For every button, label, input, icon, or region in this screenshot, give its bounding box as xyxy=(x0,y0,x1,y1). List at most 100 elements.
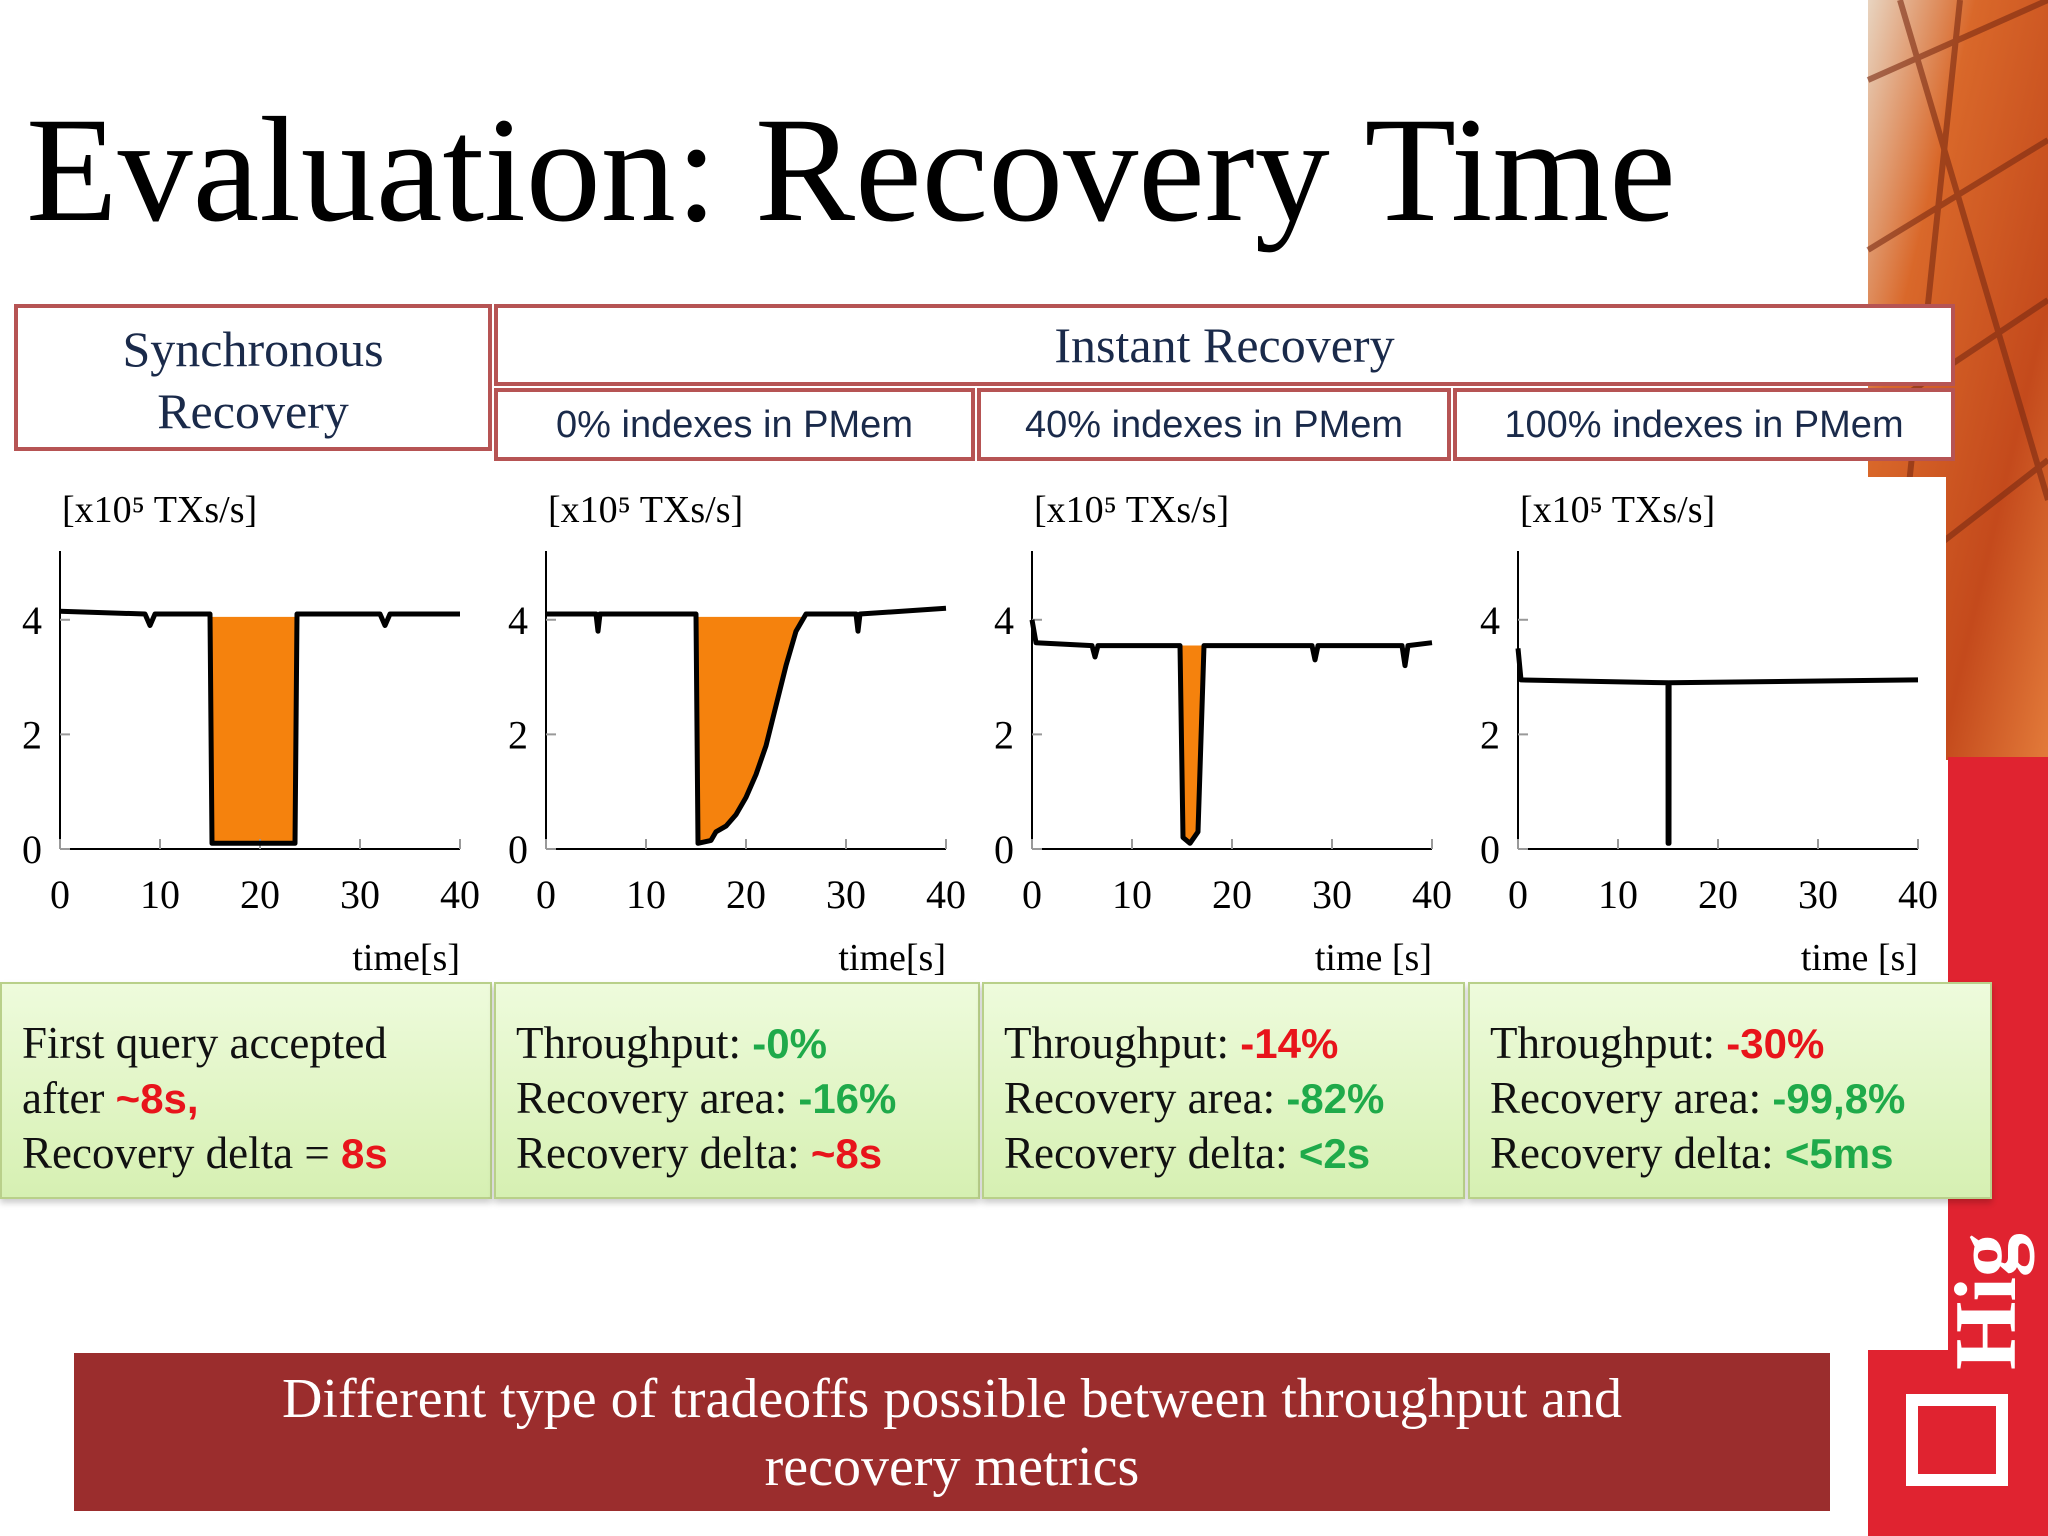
y-tick-label: 2 xyxy=(994,712,1014,757)
result-value: <2s xyxy=(1298,1130,1371,1177)
red-strip-bottom xyxy=(1868,1350,2048,1536)
result-line: Recovery delta: <5ms xyxy=(1490,1126,1990,1181)
y-axis-label: [x10⁵ TXs/s] xyxy=(548,489,743,531)
variant-header: 100% indexes in PMem xyxy=(1453,388,1955,461)
result-line: Recovery delta: ~8s xyxy=(516,1126,978,1181)
x-axis-label: time [s] xyxy=(1801,937,1918,979)
x-tick-label: 0 xyxy=(50,872,70,917)
result-value: -14% xyxy=(1240,1020,1339,1067)
chart-panel xyxy=(0,477,1946,980)
sync-header: Synchronous Recovery xyxy=(14,304,492,451)
y-axis-label: [x10⁵ TXs/s] xyxy=(1520,489,1715,531)
result-text: Recovery area: xyxy=(1004,1073,1287,1123)
y-tick-label: 4 xyxy=(508,598,528,643)
result-text: Recovery delta: xyxy=(516,1128,811,1178)
x-tick-label: 40 xyxy=(1412,872,1452,917)
conclusion-banner: Different type of tradeoffs possible bet… xyxy=(74,1353,1830,1511)
x-tick-label: 0 xyxy=(1022,872,1042,917)
result-value: ~8s, xyxy=(115,1075,199,1122)
result-value: ~8s xyxy=(810,1130,883,1177)
result-text: Recovery delta = xyxy=(22,1128,341,1178)
x-tick-label: 20 xyxy=(1212,872,1252,917)
result-text: Throughput: xyxy=(1004,1018,1241,1068)
recovery-area xyxy=(210,614,297,844)
x-tick-label: 10 xyxy=(1598,872,1638,917)
y-tick-label: 4 xyxy=(22,598,42,643)
logo-text: Hig xyxy=(1938,1233,2035,1370)
result-box: First query accepted after ~8s, Recovery d… xyxy=(0,982,492,1199)
x-tick-label: 0 xyxy=(1508,872,1528,917)
slide-title: Evaluation: Recovery Time xyxy=(26,87,1676,253)
x-tick-label: 20 xyxy=(1698,872,1738,917)
result-line: Throughput: -30% xyxy=(1490,1016,1990,1071)
variant-header: 40% indexes in PMem xyxy=(977,388,1451,461)
result-value: -30% xyxy=(1726,1020,1825,1067)
x-tick-label: 40 xyxy=(440,872,480,917)
x-axis-label: time[s] xyxy=(838,937,946,979)
result-text: Throughput: xyxy=(1490,1018,1727,1068)
x-tick-label: 40 xyxy=(1898,872,1938,917)
result-text: Recovery area: xyxy=(1490,1073,1773,1123)
y-tick-label: 0 xyxy=(508,827,528,872)
y-tick-label: 2 xyxy=(1480,712,1500,757)
y-axis-label: [x10⁵ TXs/s] xyxy=(1034,489,1229,531)
y-tick-label: 2 xyxy=(508,712,528,757)
throughput-line xyxy=(59,608,460,846)
x-tick-label: 0 xyxy=(536,872,556,917)
x-tick-label: 40 xyxy=(926,872,966,917)
x-tick-label: 30 xyxy=(1798,872,1838,917)
conclusion-line: recovery metrics xyxy=(764,1436,1140,1498)
result-text: First query accepted xyxy=(22,1018,387,1068)
result-box: Throughput: -30% Recovery area: -99,8% Rec… xyxy=(1468,982,1992,1199)
throughput-line xyxy=(1029,619,1433,846)
result-line: after ~8s, xyxy=(22,1071,490,1126)
y-tick-label: 0 xyxy=(22,827,42,872)
y-tick-label: 2 xyxy=(22,712,42,757)
result-box: Throughput: -0% Recovery area: -16% Recove… xyxy=(494,982,980,1199)
recovery-area xyxy=(696,614,806,844)
result-line: Recovery delta = 8s xyxy=(22,1126,490,1181)
result-line: Recovery area: -82% xyxy=(1004,1071,1463,1126)
throughput-line xyxy=(546,605,947,846)
result-box: Throughput: -14% Recovery area: -82% Recov… xyxy=(982,982,1465,1199)
y-tick-label: 0 xyxy=(994,827,1014,872)
x-tick-label: 10 xyxy=(140,872,180,917)
header-line: Synchronous xyxy=(122,321,384,377)
y-tick-label: 0 xyxy=(1480,827,1500,872)
x-tick-label: 20 xyxy=(240,872,280,917)
result-text: after xyxy=(22,1073,116,1123)
result-line: Recovery area: -16% xyxy=(516,1071,978,1126)
x-tick-label: 30 xyxy=(1312,872,1352,917)
result-line: First query accepted xyxy=(22,1016,490,1071)
result-line: Throughput: -14% xyxy=(1004,1016,1463,1071)
instant-header: Instant Recovery xyxy=(494,304,1955,386)
result-text: Recovery delta: xyxy=(1004,1128,1299,1178)
x-tick-label: 20 xyxy=(726,872,766,917)
result-line: Recovery area: -99,8% xyxy=(1490,1071,1990,1126)
logo-mark xyxy=(1906,1394,2008,1486)
x-tick-label: 10 xyxy=(626,872,666,917)
result-text: Recovery delta: xyxy=(1490,1128,1785,1178)
x-axis-label: time[s] xyxy=(352,937,460,979)
throughput-line xyxy=(1515,648,1919,846)
x-tick-label: 30 xyxy=(340,872,380,917)
result-line: Throughput: -0% xyxy=(516,1016,978,1071)
y-tick-label: 4 xyxy=(1480,598,1500,643)
header-line: Recovery xyxy=(157,383,349,439)
y-tick-label: 4 xyxy=(994,598,1014,643)
variant-header: 0% indexes in PMem xyxy=(494,388,975,461)
result-line: Recovery delta: <2s xyxy=(1004,1126,1463,1181)
conclusion-line: Different type of tradeoffs possible bet… xyxy=(281,1368,1622,1430)
x-tick-label: 10 xyxy=(1112,872,1152,917)
result-value: -0% xyxy=(752,1020,827,1067)
result-value: -16% xyxy=(798,1075,897,1122)
result-value: 8s xyxy=(341,1130,388,1177)
result-value: -99,8% xyxy=(1772,1075,1906,1122)
x-tick-label: 30 xyxy=(826,872,866,917)
x-axis-label: time [s] xyxy=(1315,937,1432,979)
result-text: Recovery area: xyxy=(516,1073,799,1123)
result-value: -82% xyxy=(1286,1075,1385,1122)
